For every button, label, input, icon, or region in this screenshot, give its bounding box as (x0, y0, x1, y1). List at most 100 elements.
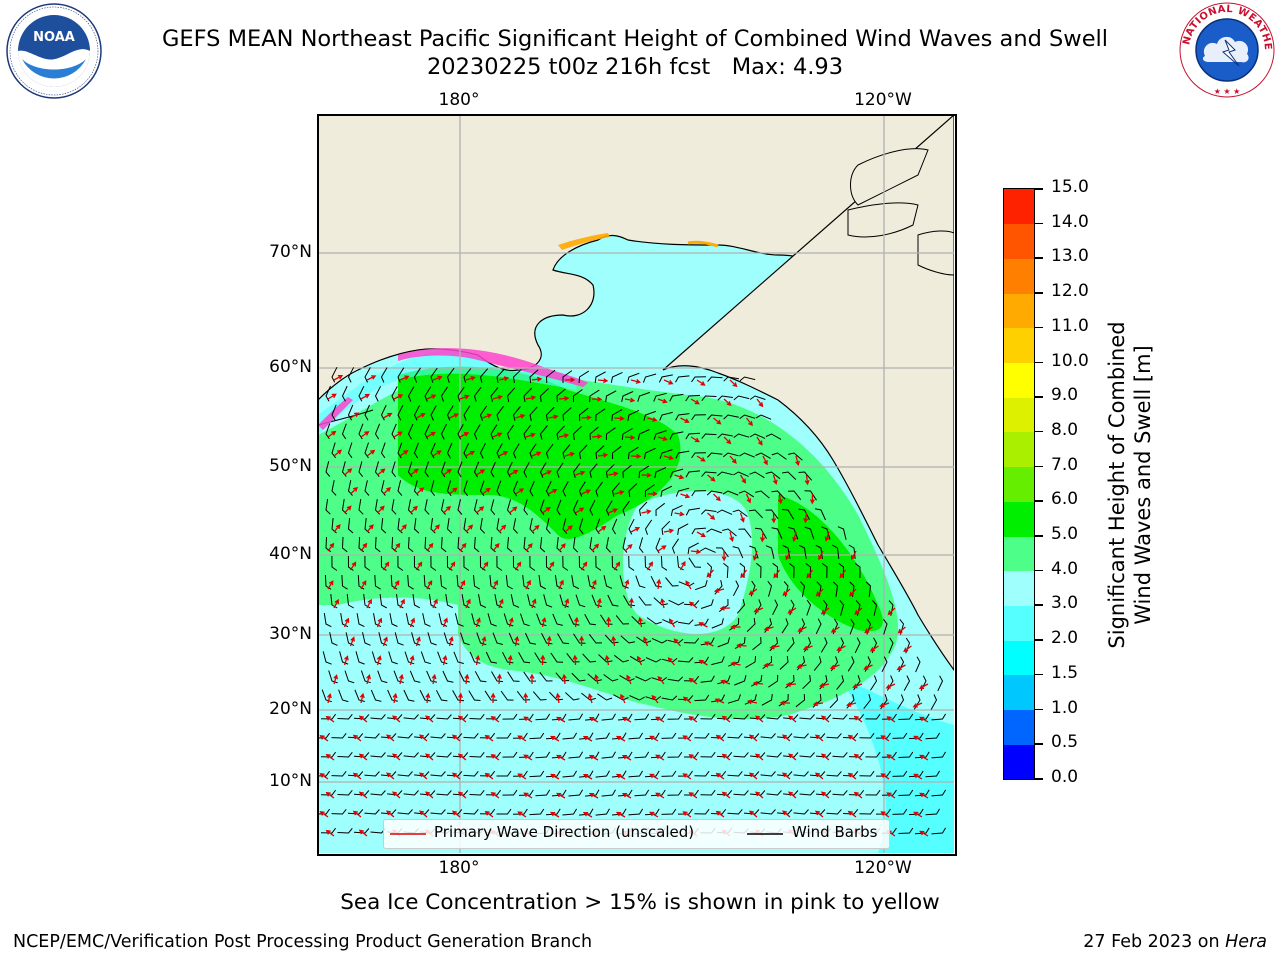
wind-barb (815, 618, 822, 635)
wind-barb (325, 499, 331, 515)
wind-barb (800, 581, 806, 597)
wave-direction-arrow (698, 659, 708, 666)
wind-barb (930, 694, 938, 710)
wind-barb (391, 423, 397, 440)
wave-direction-arrow (398, 673, 404, 685)
wind-barb (650, 713, 666, 721)
wave-direction-arrow (688, 677, 698, 685)
wind-barb (677, 808, 693, 815)
wind-barb (677, 770, 693, 777)
wind-barb (469, 651, 481, 664)
colorbar-tick-label: 4.0 (1051, 558, 1079, 579)
wave-direction-arrow (523, 792, 533, 799)
wind-barb (325, 461, 331, 477)
wave-direction-arrow (721, 550, 727, 562)
wind-barb (622, 500, 630, 516)
wind-barb (738, 490, 755, 498)
wave-direction-arrow (352, 734, 362, 742)
wind-barb (578, 518, 584, 535)
wave-direction-arrow (399, 598, 405, 609)
wind-barb (457, 386, 465, 402)
wind-barb (370, 714, 386, 720)
wave-direction-arrow (760, 531, 766, 543)
wind-barb (661, 520, 671, 535)
wave-direction-arrow (846, 702, 857, 707)
wind-barb (677, 732, 693, 739)
wind-barb (722, 528, 737, 537)
arctic-island-1 (850, 148, 929, 206)
wave-direction-arrow (392, 715, 401, 723)
wave-direction-arrow (820, 607, 830, 615)
wind-barb (717, 395, 733, 401)
wind-barb (371, 651, 382, 665)
wind-barb (409, 670, 421, 683)
wind-barb (644, 770, 660, 778)
wind-barb (527, 594, 536, 608)
wind-barb (675, 375, 690, 383)
wave-direction-arrow (425, 753, 434, 761)
wind-barb (479, 442, 486, 459)
wind-barb (892, 732, 908, 739)
wind-barb (387, 714, 403, 720)
wave-direction-arrow (630, 527, 641, 533)
wave-direction-arrow (796, 663, 807, 669)
wind-barb (529, 480, 535, 497)
wind-barb (419, 714, 436, 720)
wind-barb (837, 526, 847, 540)
wave-direction-arrow (736, 643, 747, 649)
wind-barb (391, 499, 397, 515)
wind-barb (325, 385, 331, 402)
wind-barb (556, 462, 564, 478)
wave-direction-arrow (753, 607, 764, 613)
wave-direction-arrow (490, 754, 500, 761)
colorbar-tick (1035, 708, 1043, 711)
wave-direction-arrow (514, 635, 520, 647)
wave-direction-arrow (416, 487, 425, 495)
wind-barb (613, 654, 629, 663)
wind-barb (539, 425, 548, 440)
wave-direction-arrow (682, 735, 692, 742)
wave-direction-arrow (492, 542, 500, 552)
wind-barb (419, 752, 436, 758)
wind-barb (562, 481, 569, 497)
wind-barb (743, 771, 760, 777)
wind-barb (405, 613, 415, 627)
colorbar-tick-label: 8.0 (1051, 419, 1079, 440)
wave-direction-arrow (715, 810, 725, 818)
wind-barb (479, 808, 496, 815)
wind-barb (595, 408, 606, 422)
wind-barb (575, 594, 586, 608)
colorbar-segment (1004, 258, 1034, 294)
wind-barb (611, 409, 623, 422)
wind-barb (783, 752, 799, 758)
wave-direction-arrow (655, 792, 665, 799)
wind-barb (380, 809, 397, 815)
colorbar-segment (1004, 674, 1034, 711)
noaa-logo: NOAA (6, 3, 102, 99)
wind-barb (397, 809, 413, 815)
wind-barb (428, 594, 437, 609)
wind-barb (435, 690, 448, 702)
wind-barb (781, 509, 795, 520)
wind-barb (892, 808, 908, 815)
wind-barb (453, 651, 464, 664)
colorbar-tick-label: 5.0 (1051, 524, 1079, 545)
wind-barb (667, 713, 683, 720)
wave-direction-arrow (804, 474, 810, 486)
wind-barb (341, 536, 348, 553)
wind-barb (469, 713, 485, 720)
wave-direction-arrow (788, 715, 797, 723)
wind-barb (872, 600, 878, 616)
canada-us-landmass (662, 115, 954, 672)
wind-barb (337, 713, 353, 720)
wave-direction-arrow (393, 542, 401, 552)
wave-direction-arrow (572, 654, 578, 666)
wave-direction-arrow (484, 734, 494, 742)
wave-direction-arrow (748, 810, 758, 818)
wind-barb (727, 809, 743, 815)
wind-barb (931, 827, 947, 835)
wave-direction-arrow (419, 810, 428, 818)
wave-direction-arrow (431, 673, 437, 685)
wind-barb (339, 651, 349, 665)
wind-barb (669, 468, 684, 478)
